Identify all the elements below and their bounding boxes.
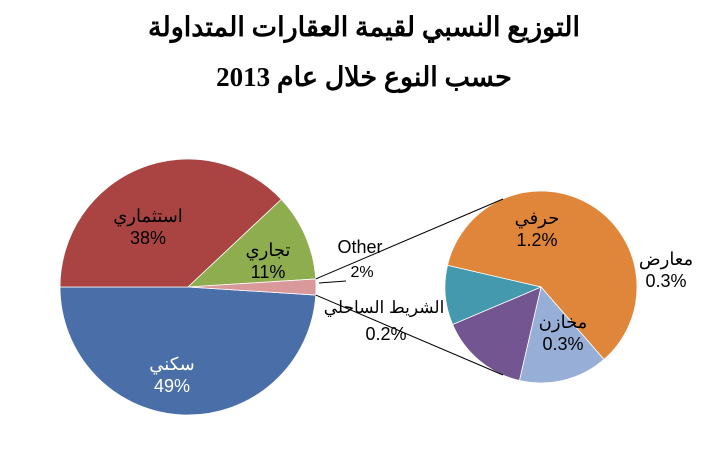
main-slice-label-2: استثماري xyxy=(113,206,183,227)
secondary-slice-value-2: 0.3% xyxy=(645,271,686,291)
secondary-slice-label-1: حرفي xyxy=(515,208,560,229)
main-pie-slice-2 xyxy=(59,158,282,288)
chart-subtitle: حسب النوع خلال عام 2013 xyxy=(216,62,512,92)
main-slice-label-3: تجاري xyxy=(246,240,291,261)
secondary-pie-slice-3 xyxy=(452,286,542,382)
secondary-slice-label-2: معارض xyxy=(639,249,693,270)
other-leader-line xyxy=(318,280,347,284)
main-slice-value-3: 11% xyxy=(251,262,286,282)
main-pie-slice-3 xyxy=(186,198,317,288)
other-slice-value: 2% xyxy=(350,264,373,281)
secondary-slice-value-1: 1.2% xyxy=(516,230,557,250)
secondary-slice-value-4: 0.2% xyxy=(365,324,406,344)
secondary-pie-slice-4 xyxy=(444,264,543,326)
main-slice-label-1: سكني xyxy=(149,354,194,374)
main-slice-value-2: 38% xyxy=(130,228,166,248)
secondary-slice-label-3: مخازن xyxy=(539,312,588,333)
other-slice-label: Other xyxy=(337,237,382,257)
connector-line-bottom xyxy=(315,294,504,376)
main-slice-value-1: 49% xyxy=(154,376,190,396)
main-pie-slice-1 xyxy=(59,286,317,416)
secondary-slice-value-3: 0.3% xyxy=(542,334,583,354)
chart-title: التوزيع النسبي لقيمة العقارات المتداولة xyxy=(148,12,580,42)
secondary-pie-slice-2 xyxy=(518,286,605,384)
secondary-pie-slice-1 xyxy=(446,190,638,361)
connector-line-top xyxy=(315,198,504,280)
secondary-slice-label-4: الشريط الساحلي xyxy=(324,298,445,318)
